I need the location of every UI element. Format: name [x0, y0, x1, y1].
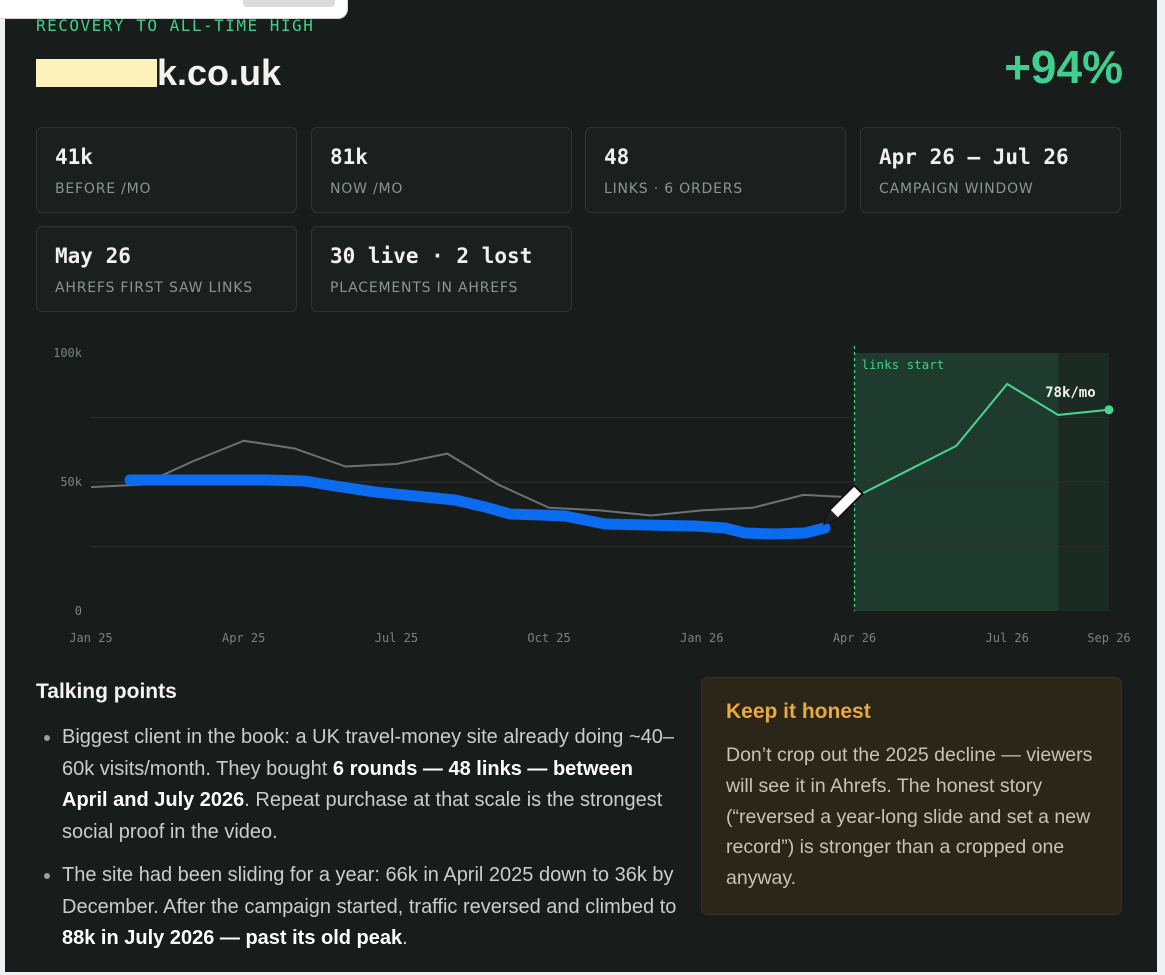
y-tick-label: 0 [75, 604, 82, 618]
pen-icon [822, 483, 865, 526]
end-point [1104, 405, 1114, 415]
browser-toolbar-fragment [0, 0, 348, 19]
stat-value: 30 live · 2 lost [330, 244, 533, 268]
series-line-after [854, 382, 1110, 499]
y-tick-label: 100k [53, 346, 83, 360]
x-tick-label: Sep 26 [1087, 631, 1130, 645]
redaction-block [36, 59, 157, 87]
tp-bold: 88k in July 2026 — past its old peak [62, 927, 403, 949]
callout-title: Keep it honest [726, 700, 871, 723]
stat-label: NOW /MO [330, 181, 404, 197]
eyebrow-label: RECOVERY TO ALL-TIME HIGH [36, 16, 315, 35]
talking-points-title: Talking points [36, 680, 177, 703]
stat-label: LINKS · 6 ORDERS [604, 181, 743, 197]
stat-card-first-seen: May 26 AHREFS FIRST SAW LINKS [36, 226, 297, 312]
stat-label: BEFORE /MO [55, 181, 152, 197]
stat-value: Apr 26 – Jul 26 [879, 145, 1069, 169]
x-tick-label: Apr 26 [833, 631, 876, 645]
tp-bold: 6 rounds — 48 links — between April and … [62, 757, 633, 812]
pen-tip [824, 509, 839, 524]
stat-card-campaign-window: Apr 26 – Jul 26 CAMPAIGN WINDOW [860, 127, 1121, 213]
tp-text: . Repeat purchase at that scale is the s… [62, 789, 663, 843]
x-tick-label: Oct 25 [527, 631, 570, 645]
stat-card-before: 41k BEFORE /MO [36, 127, 297, 213]
stat-value: 81k [330, 145, 368, 169]
stat-label: AHREFS FIRST SAW LINKS [55, 280, 253, 296]
links-start-label: links start [862, 357, 945, 372]
x-tick-label: Apr 25 [222, 631, 265, 645]
y-tick-label: 50k [60, 475, 82, 489]
series-line-before [90, 439, 855, 517]
stat-card-links: 48 LINKS · 6 ORDERS [585, 127, 846, 213]
end-value-label: 78k/mo [1045, 385, 1096, 401]
keep-it-honest-callout: Keep it honest Don’t crop out the 2025 d… [701, 677, 1122, 915]
tp-text: The site had been sliding for a year: 66… [62, 864, 677, 918]
x-tick-label: Jul 26 [986, 631, 1029, 645]
annotation-highlight-stroke [124, 474, 831, 540]
tp-text: Biggest client in the book: a UK travel-… [62, 726, 675, 780]
case-study-panel: RECOVERY TO ALL-TIME HIGH k.co.uk +94% 4… [5, 0, 1157, 972]
stat-label: PLACEMENTS IN AHREFS [330, 280, 519, 296]
stat-value: 48 [604, 145, 630, 169]
tp-text: . [402, 927, 408, 949]
x-tick-label: Jan 25 [69, 631, 112, 645]
stat-value: 41k [55, 145, 93, 169]
list-item: Biggest client in the book: a UK travel-… [62, 722, 682, 848]
stat-value: May 26 [55, 244, 131, 268]
callout-text: Don’t crop out the 2025 decline — viewer… [726, 744, 1093, 890]
x-tick-label: Jan 26 [680, 631, 723, 645]
stat-card-placements: 30 live · 2 lost PLACEMENTS IN AHREFS [311, 226, 572, 312]
site-domain-text: k.co.uk [157, 52, 282, 93]
stat-label: CAMPAIGN WINDOW [879, 181, 1034, 197]
toolbar-chip [243, 0, 335, 7]
x-tick-label: Jul 25 [375, 631, 418, 645]
growth-percent: +94% [1004, 41, 1123, 93]
stat-card-now: 81k NOW /MO [311, 127, 572, 213]
traffic-chart: 100k 50k 0 Jan 25 Apr 25 Jul 25 Oct 25 Jan 26 Ap… [53, 346, 1131, 645]
list-item: The site had been sliding for a year: 66… [62, 860, 682, 955]
site-domain: k.co.uk [36, 52, 281, 94]
talking-points-list: Biggest client in the book: a UK travel-… [36, 722, 682, 967]
